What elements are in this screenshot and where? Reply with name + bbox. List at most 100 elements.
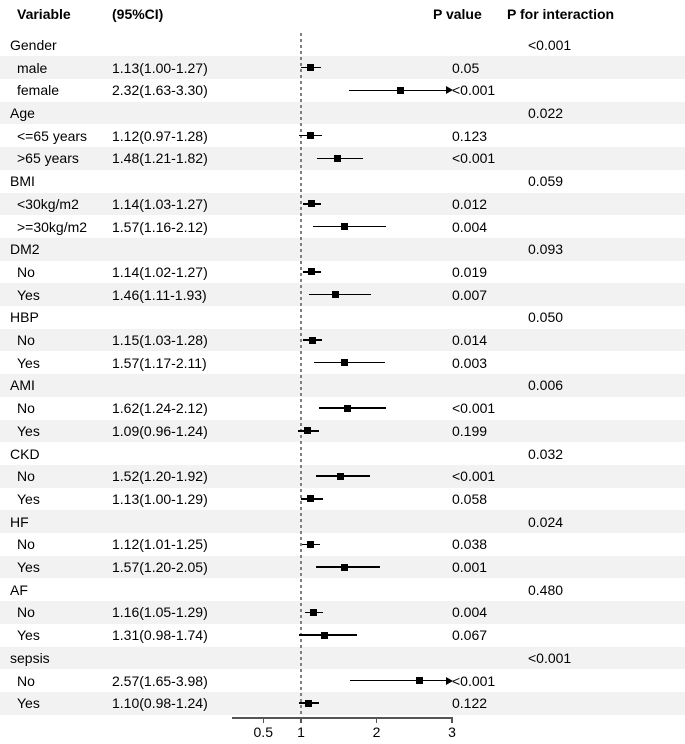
row-label: >=30kg/m2	[17, 218, 88, 235]
forest-row: AF 0.480	[0, 578, 685, 601]
p-value: <0.001	[452, 400, 496, 417]
p-value: 0.004	[452, 218, 488, 235]
ci-value: 1.62(1.24-2.12)	[112, 400, 208, 417]
point-estimate-marker	[307, 495, 315, 503]
column-header-variable: Variable	[17, 6, 71, 22]
forest-row: female 2.32(1.63-3.30) <0.001	[0, 79, 685, 102]
row-label: sepsis	[10, 649, 50, 666]
row-label: Yes	[17, 354, 40, 371]
forest-row: Yes 1.57(1.20-2.05) 0.001	[0, 555, 685, 579]
forest-row: Yes 1.09(0.96-1.24) 0.199	[0, 419, 685, 443]
forest-row: BMI 0.059	[0, 170, 685, 193]
forest-row: No 1.14(1.02-1.27) 0.019	[0, 261, 685, 284]
forest-row: >65 years 1.48(1.21-1.82) <0.001	[0, 147, 685, 170]
p-value: <0.001	[452, 150, 496, 167]
p-value: <0.001	[452, 672, 496, 689]
ci-value: 1.10(0.98-1.24)	[112, 695, 208, 712]
row-label: HBP	[10, 309, 39, 326]
ci-value: 1.57(1.17-2.11)	[112, 354, 207, 371]
row-label: No	[17, 672, 35, 689]
ci-value: 1.46(1.11-1.93)	[112, 286, 207, 303]
arrow-right-icon	[446, 86, 453, 95]
ci-value: 1.52(1.20-1.92)	[112, 468, 208, 485]
ci-value: 1.16(1.05-1.29)	[112, 604, 208, 621]
row-label: <30kg/m2	[17, 195, 79, 212]
forest-row: Yes 1.57(1.17-2.11) 0.003	[0, 351, 685, 374]
row-label: Yes	[17, 559, 40, 576]
p-value: <0.001	[452, 82, 496, 99]
p-interaction-value: <0.001	[528, 36, 572, 53]
row-label: Yes	[17, 422, 40, 439]
point-estimate-marker	[304, 427, 312, 435]
point-estimate-marker	[308, 268, 316, 276]
row-label: >65 years	[17, 150, 79, 167]
row-label: male	[17, 59, 48, 76]
ci-value: 1.13(1.00-1.29)	[112, 490, 208, 507]
row-label: BMI	[10, 173, 35, 190]
row-label: No	[17, 536, 35, 553]
point-estimate-marker	[307, 64, 315, 72]
forest-row: Gender <0.001	[0, 34, 685, 57]
ci-value: 1.57(1.20-2.05)	[112, 559, 208, 576]
confidence-interval-line	[309, 293, 372, 296]
ci-value: 1.14(1.03-1.27)	[112, 195, 208, 212]
ci-value: 2.32(1.63-3.30)	[112, 82, 208, 99]
forest-row: No 1.16(1.05-1.29) 0.004	[0, 601, 685, 624]
point-estimate-marker	[308, 200, 316, 208]
point-estimate-marker	[397, 86, 405, 94]
row-label: No	[17, 604, 35, 621]
p-value: 0.199	[452, 422, 488, 439]
point-estimate-marker	[344, 404, 352, 412]
p-interaction-value: 0.093	[528, 241, 564, 258]
point-estimate-marker	[309, 608, 317, 616]
ci-value: 2.57(1.65-3.98)	[112, 672, 208, 689]
p-value: 0.123	[452, 127, 488, 144]
row-label: CKD	[10, 445, 40, 462]
axis-tick	[300, 717, 302, 723]
confidence-interval-line	[313, 361, 385, 364]
arrow-right-icon	[446, 676, 453, 685]
p-value: 0.067	[452, 627, 488, 644]
row-label: Yes	[17, 695, 40, 712]
confidence-interval-line	[350, 679, 446, 682]
column-header-p-interaction: P for interaction	[507, 6, 615, 22]
point-estimate-marker	[340, 223, 348, 231]
p-value: 0.058	[452, 490, 488, 507]
forest-row: sepsis <0.001	[0, 646, 685, 670]
p-interaction-value: 0.059	[528, 173, 564, 190]
point-estimate-marker	[332, 291, 340, 299]
confidence-interval-line	[319, 407, 386, 409]
axis-tick-label: 3	[448, 724, 456, 740]
ci-value: 1.12(0.97-1.28)	[112, 127, 208, 144]
row-label: Yes	[17, 490, 40, 507]
row-label: No	[17, 263, 35, 280]
confidence-interval-line	[316, 566, 381, 568]
forest-row: >=30kg/m2 1.57(1.16-2.12) 0.004	[0, 215, 685, 238]
ci-value: 1.31(0.98-1.74)	[112, 627, 208, 644]
ci-value: 1.15(1.03-1.28)	[112, 332, 208, 349]
ci-value: 1.57(1.16-2.12)	[112, 218, 208, 235]
axis-tick-label: 0.5	[253, 724, 273, 740]
p-interaction-value: 0.024	[528, 513, 564, 530]
axis-tick	[262, 717, 264, 723]
p-value: 0.007	[452, 286, 488, 303]
x-axis-line	[232, 717, 453, 719]
p-value: 0.004	[452, 604, 488, 621]
ci-value: 1.48(1.21-1.82)	[112, 150, 208, 167]
forest-row: HF 0.024	[0, 510, 685, 533]
point-estimate-marker	[340, 359, 348, 367]
forest-row: Yes 1.10(0.98-1.24) 0.122	[0, 691, 685, 715]
column-header-ci: (95%CI)	[112, 6, 164, 22]
p-value: 0.003	[452, 354, 488, 371]
row-label: DM2	[10, 241, 40, 258]
point-estimate-marker	[333, 154, 341, 162]
forest-row: CKD 0.032	[0, 442, 685, 465]
column-header-p-value: P value	[433, 6, 482, 22]
p-interaction-value: 0.022	[528, 105, 564, 122]
ci-value: 1.13(1.00-1.27)	[112, 59, 208, 76]
row-label: Age	[10, 105, 35, 122]
p-value: 0.001	[452, 559, 488, 576]
p-value: 0.038	[452, 536, 488, 553]
axis-tick-label: 2	[372, 724, 381, 740]
